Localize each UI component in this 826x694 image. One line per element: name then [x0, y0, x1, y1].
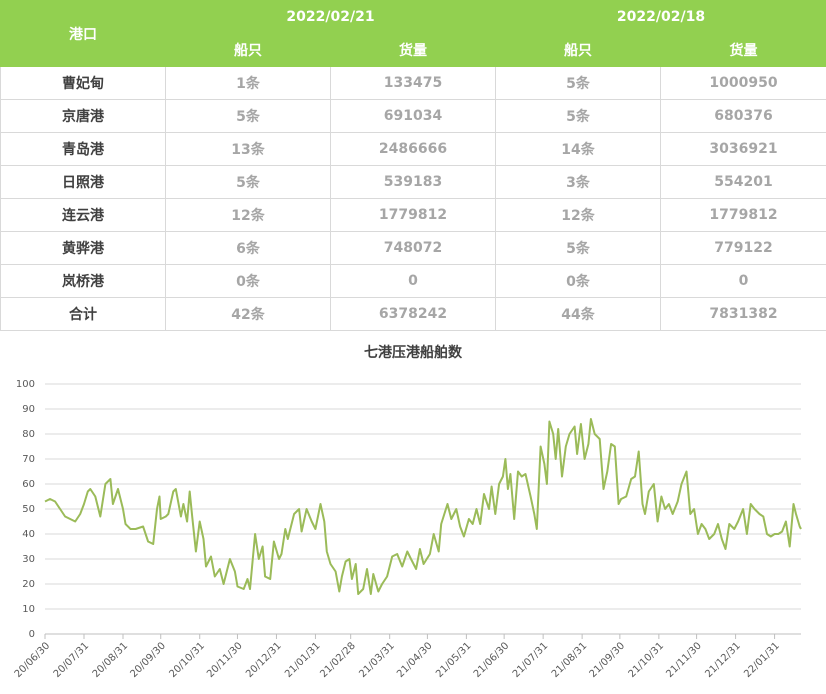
y-tick-label: 20	[22, 579, 35, 590]
y-tick-label: 80	[22, 429, 35, 440]
data-line	[44, 418, 802, 595]
port-name: 黄骅港	[0, 231, 166, 265]
cell: 7831382	[660, 297, 826, 331]
cell: 0条	[165, 264, 331, 298]
x-tick-label: 21/01/31	[283, 640, 323, 680]
y-tick-label: 50	[22, 504, 35, 515]
cell: 133475	[330, 66, 496, 100]
table-body: 曹妃甸 1条 133475 5条 1000950 京唐港 5条 691034 5条 680376 青…	[0, 66, 826, 331]
x-tick-label: 20/11/30	[205, 640, 245, 680]
header-port: 港口	[0, 0, 166, 67]
y-tick-label: 90	[22, 404, 35, 415]
cell: 6条	[165, 231, 331, 265]
x-tick-label: 21/03/31	[357, 640, 397, 680]
x-tick-label: 22/01/31	[742, 640, 782, 680]
x-tick-label: 21/08/31	[550, 640, 590, 680]
cell: 748072	[330, 231, 496, 265]
table-row: 合计 42条 6378242 44条 7831382	[0, 297, 826, 331]
y-tick-label: 60	[22, 479, 35, 490]
x-tick-label: 21/09/30	[588, 640, 628, 680]
cell: 5条	[495, 66, 661, 100]
cell: 0条	[495, 264, 661, 298]
x-tick-label: 20/07/31	[52, 640, 92, 680]
table-row: 黄骅港 6条 748072 5条 779122	[0, 231, 826, 265]
port-name: 岚桥港	[0, 264, 166, 298]
cell: 0	[330, 264, 496, 298]
cell: 1条	[165, 66, 331, 100]
table-row: 京唐港 5条 691034 5条 680376	[0, 99, 826, 133]
y-tick-label: 30	[22, 554, 35, 565]
cell: 691034	[330, 99, 496, 133]
table-row: 日照港 5条 539183 3条 554201	[0, 165, 826, 199]
cell: 44条	[495, 297, 661, 331]
cell: 1000950	[660, 66, 826, 100]
port-name: 青岛港	[0, 132, 166, 166]
y-tick-label: 70	[22, 454, 35, 465]
y-tick-label: 0	[29, 629, 35, 640]
cell: 12条	[495, 198, 661, 232]
x-tick-label: 21/11/30	[664, 640, 704, 680]
cell: 5条	[165, 99, 331, 133]
x-tick-label: 20/12/31	[244, 640, 284, 680]
table-row: 青岛港 13条 2486666 14条 3036921	[0, 132, 826, 166]
port-name: 京唐港	[0, 99, 166, 133]
header-sub: 货量	[660, 33, 826, 67]
port-table: 港口 2022/02/21 2022/02/18 船只 货量 船只 货量 曹妃甸…	[0, 0, 826, 331]
cell: 554201	[660, 165, 826, 199]
x-tick-label: 20/10/31	[167, 640, 207, 680]
cell: 539183	[330, 165, 496, 199]
header-sub: 船只	[165, 33, 331, 67]
x-tick-label: 20/06/30	[13, 640, 53, 680]
cell: 680376	[660, 99, 826, 133]
y-tick-label: 40	[22, 529, 35, 540]
header-date: 2022/02/18	[495, 0, 826, 34]
x-tick-label: 20/08/31	[91, 640, 131, 680]
x-tick-label: 21/06/30	[472, 640, 512, 680]
cell: 5条	[165, 165, 331, 199]
cell: 12条	[165, 198, 331, 232]
cell: 2486666	[330, 132, 496, 166]
table-row: 岚桥港 0条 0 0条 0	[0, 264, 826, 298]
x-tick-label: 21/05/31	[434, 640, 474, 680]
x-tick-label: 21/04/30	[395, 640, 435, 680]
cell: 1779812	[660, 198, 826, 232]
header-sub: 货量	[330, 33, 496, 67]
cell: 5条	[495, 99, 661, 133]
x-tick-label: 21/02/28	[318, 640, 358, 680]
x-tick-label: 21/07/31	[511, 640, 551, 680]
port-name: 日照港	[0, 165, 166, 199]
table-row: 连云港 12条 1779812 12条 1779812	[0, 198, 826, 232]
cell: 13条	[165, 132, 331, 166]
cell: 14条	[495, 132, 661, 166]
port-name: 曹妃甸	[0, 66, 166, 100]
cell: 779122	[660, 231, 826, 265]
cell: 1779812	[330, 198, 496, 232]
x-tick-label: 21/10/31	[627, 640, 667, 680]
port-name: 连云港	[0, 198, 166, 232]
y-tick-label: 10	[22, 604, 35, 615]
x-tick-label: 21/12/31	[703, 640, 743, 680]
x-tick-label: 20/09/30	[128, 640, 168, 680]
table-row: 曹妃甸 1条 133475 5条 1000950	[0, 66, 826, 100]
cell: 0	[660, 264, 826, 298]
cell: 42条	[165, 297, 331, 331]
cell: 6378242	[330, 297, 496, 331]
chart-title: 七港压港船舶数	[364, 344, 463, 361]
port-name: 合计	[0, 297, 166, 331]
header-date: 2022/02/21	[165, 0, 496, 34]
cell: 3条	[495, 165, 661, 199]
y-tick-label: 100	[16, 379, 35, 390]
header-sub: 船只	[495, 33, 661, 67]
cell: 3036921	[660, 132, 826, 166]
cell: 5条	[495, 231, 661, 265]
